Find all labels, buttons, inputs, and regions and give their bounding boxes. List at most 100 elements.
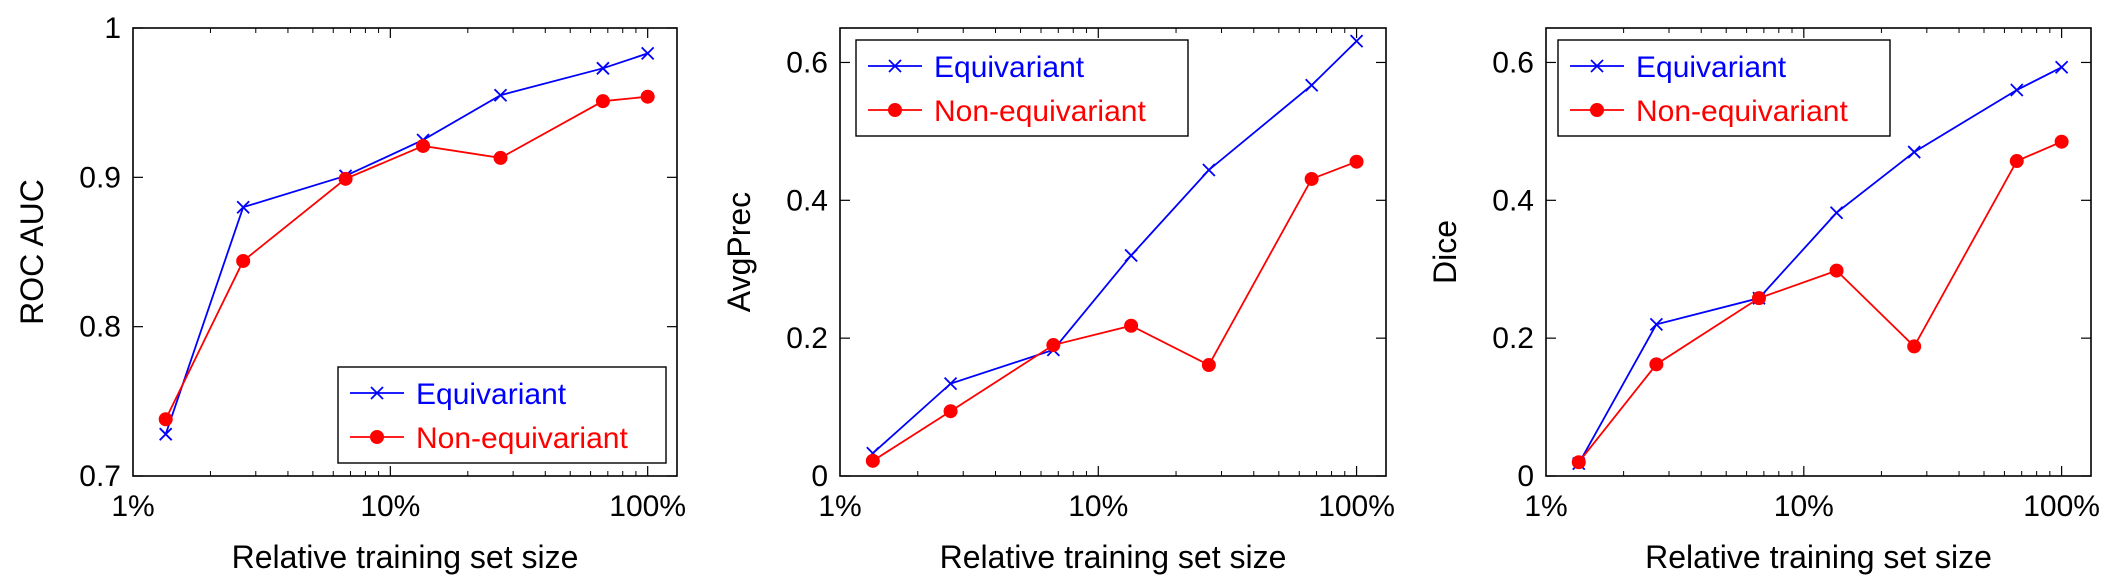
data-point-non-equivariant (2054, 134, 2069, 149)
chart-panel-3: 1% 10% 100% 0 0.2 0.4 0.6 Relative training set… (1427, 27, 2100, 575)
data-point-equivariant-stroke-b (641, 46, 655, 61)
x-tick-label: 100% (609, 490, 686, 523)
series-line-non-equivariant (1578, 140, 2062, 463)
data-point-equivariant (2010, 83, 2024, 97)
legend-label-equivariant: Equivariant (934, 51, 1085, 84)
data-point-equivariant-stroke-b (1124, 248, 1138, 263)
legend-label-non-equivariant: Non-equivariant (1636, 95, 1848, 128)
x-tick-label: 10% (1774, 490, 1834, 523)
data-point-equivariant-stroke-b (1349, 34, 1364, 48)
y-tick-label: 0 (811, 460, 828, 493)
legend-label-equivariant: Equivariant (1636, 51, 1787, 84)
legend-marker-equivariant-stroke-b (1590, 59, 1604, 73)
x-axis-label: Relative training set size (1645, 539, 1992, 575)
legend-marker-equivariant (1590, 59, 1604, 73)
x-tick-label: 10% (360, 490, 420, 523)
y-tick-label: 0.9 (79, 161, 121, 194)
data-point-equivariant (2054, 60, 2069, 74)
data-point-equivariant (641, 46, 655, 61)
x-tick-label: 1% (1524, 490, 1567, 523)
legend-marker-non-equivariant (888, 103, 902, 117)
x-tick-label: 100% (2023, 490, 2100, 523)
data-point-equivariant (943, 377, 958, 391)
y-tick-label: 0.6 (786, 46, 828, 79)
legend-label-equivariant: Equivariant (416, 378, 567, 411)
data-point-equivariant-stroke-b (943, 377, 958, 391)
data-point-non-equivariant (1571, 455, 1586, 470)
data-point-non-equivariant (943, 404, 958, 419)
data-point-equivariant (1649, 317, 1664, 332)
data-point-equivariant (236, 200, 250, 214)
x-tick-label: 1% (818, 490, 861, 523)
data-point-equivariant (159, 427, 173, 441)
y-tick-label: 0 (1517, 460, 1534, 493)
data-point-equivariant (1829, 206, 1844, 220)
legend-marker-non-equivariant (370, 430, 384, 444)
legend-marker-non-equivariant (1590, 103, 1604, 117)
data-point-non-equivariant (158, 412, 173, 427)
data-point-equivariant-stroke-b (1305, 78, 1319, 92)
data-point-equivariant (1305, 78, 1319, 92)
y-tick-label: 0.7 (79, 460, 121, 493)
data-point-non-equivariant (1304, 171, 1319, 186)
y-tick-label: 0.4 (1492, 184, 1534, 217)
legend: Equivariant Non-equivariant (1557, 39, 1891, 137)
plot-frame (839, 27, 1387, 477)
data-point-non-equivariant (1907, 339, 1922, 354)
data-point-non-equivariant (640, 89, 655, 104)
legend-marker-equivariant (370, 386, 384, 400)
data-point-equivariant (1202, 163, 1216, 177)
legend-label-non-equivariant: Non-equivariant (934, 95, 1146, 128)
data-point-equivariant-stroke-b (1907, 145, 1921, 159)
y-tick-label: 0.4 (786, 184, 828, 217)
y-tick-label: 1 (104, 12, 121, 45)
data-point-equivariant-stroke-b (493, 88, 508, 102)
data-point-equivariant-stroke-b (596, 61, 610, 75)
data-point-non-equivariant (236, 253, 251, 268)
data-point-non-equivariant (338, 171, 353, 186)
data-point-equivariant-stroke-b (1829, 206, 1844, 220)
data-point-equivariant-stroke-b (1649, 317, 1664, 332)
y-tick-label: 0.8 (79, 311, 121, 344)
data-point-non-equivariant (865, 453, 880, 468)
y-tick-label: 0.2 (786, 322, 828, 355)
data-point-equivariant (596, 61, 610, 75)
data-point-equivariant-stroke-b (2010, 83, 2024, 97)
data-point-non-equivariant (493, 150, 508, 165)
y-tick-label: 0.2 (1492, 322, 1534, 355)
legend-label-non-equivariant: Non-equivariant (416, 422, 628, 455)
series-line-non-equivariant (872, 160, 1357, 462)
y-axis-label: ROC AUC (14, 179, 50, 325)
legend: Equivariant Non-equivariant (337, 366, 667, 464)
y-axis-label: Dice (1427, 220, 1463, 284)
x-tick-label: 100% (1318, 490, 1395, 523)
data-point-equivariant-stroke-b (159, 427, 173, 441)
plot-frame (132, 27, 678, 477)
data-point-equivariant (1349, 34, 1364, 48)
data-point-non-equivariant (1201, 358, 1216, 373)
data-point-non-equivariant (1124, 318, 1139, 333)
x-axis-label: Relative training set size (940, 539, 1287, 575)
data-point-non-equivariant (1649, 357, 1664, 372)
legend-box (337, 366, 667, 464)
data-point-equivariant-stroke-b (1202, 163, 1216, 177)
y-axis-label: AvgPrec (721, 192, 757, 312)
data-point-non-equivariant (416, 138, 431, 153)
x-axis-label: Relative training set size (232, 539, 579, 575)
legend: Equivariant Non-equivariant (855, 39, 1189, 137)
legend-box (855, 39, 1189, 137)
legend-marker-equivariant-stroke-b (888, 59, 902, 73)
legend-box (1557, 39, 1891, 137)
chart-panel-1: 1% 10% 100% 0.7 0.8 0.9 1 Relative training set… (14, 12, 686, 575)
data-point-equivariant (493, 88, 508, 102)
plot-frame (1545, 27, 2092, 477)
legend-marker-equivariant-stroke-b (370, 386, 384, 400)
y-tick-label: 0.6 (1492, 46, 1534, 79)
data-point-non-equivariant (1829, 263, 1844, 278)
data-point-equivariant (1907, 145, 1921, 159)
data-point-equivariant-stroke-b (2054, 60, 2069, 74)
data-point-non-equivariant (1751, 291, 1766, 306)
data-point-non-equivariant (1046, 338, 1061, 353)
data-point-non-equivariant (1349, 154, 1364, 169)
